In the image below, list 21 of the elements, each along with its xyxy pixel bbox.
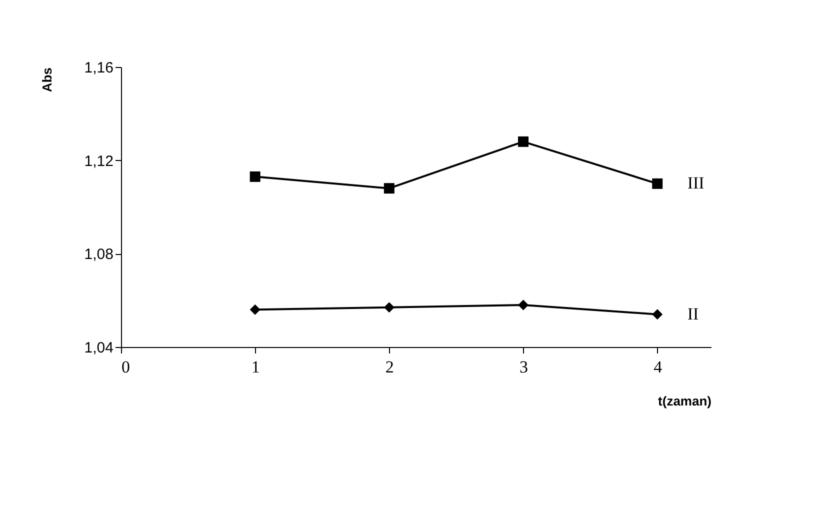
x-tick-label: 1 — [251, 358, 260, 376]
x-tick-label: 4 — [654, 358, 663, 376]
y-tick-label: 1,04 — [84, 340, 114, 356]
x-tick-label: 3 — [520, 358, 528, 376]
point — [250, 304, 260, 315]
x-axis-title: t(zaman) — [658, 394, 712, 408]
series-label: II — [687, 304, 700, 324]
y-tick-label: 1,08 — [84, 246, 114, 264]
point — [652, 309, 663, 320]
y-tick-label: 1,12 — [84, 152, 114, 170]
point — [518, 136, 529, 147]
y-tick-label: 1,16 — [84, 60, 114, 76]
point — [518, 300, 529, 310]
point — [384, 302, 394, 313]
x-tick-label: 2 — [385, 358, 394, 376]
point — [652, 178, 663, 189]
point — [250, 171, 260, 182]
series-label: III — [687, 174, 705, 193]
point — [384, 183, 394, 194]
y-axis-title: Abs — [39, 68, 54, 92]
x-tick-label: 0 — [122, 358, 130, 376]
